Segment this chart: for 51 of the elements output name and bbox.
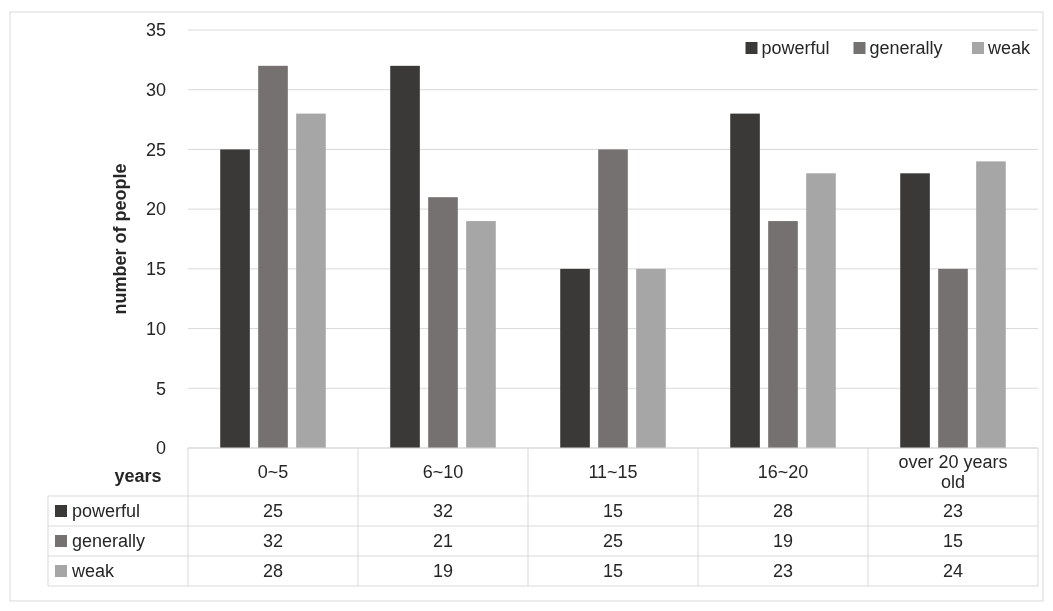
data-label: 19 xyxy=(772,531,794,552)
bar xyxy=(258,65,288,448)
data-label: 15 xyxy=(602,561,624,582)
text: generally xyxy=(72,531,146,552)
y-tick-label: 0 xyxy=(155,438,166,459)
legend-label: generally xyxy=(869,38,943,59)
bar xyxy=(466,221,496,448)
data-label: 28 xyxy=(262,561,284,582)
bar xyxy=(938,268,968,448)
bar xyxy=(428,197,458,448)
x-axis-title: years xyxy=(114,466,162,487)
bar xyxy=(560,268,590,448)
bar xyxy=(900,173,930,448)
bar xyxy=(806,173,836,448)
data-label: 28 xyxy=(772,501,794,522)
y-tick-label: 20 xyxy=(145,199,166,220)
x-tick-label: 6~10 xyxy=(422,462,464,483)
y-tick-label: 10 xyxy=(145,318,166,339)
data-label: 23 xyxy=(772,561,794,582)
bar xyxy=(636,268,666,448)
x-tick-label: 0~5 xyxy=(257,462,289,483)
data-label: 25 xyxy=(262,501,284,522)
data-label: 21 xyxy=(432,531,454,552)
bar xyxy=(730,113,760,448)
x-tick-label: 11~15 xyxy=(588,462,638,483)
bar xyxy=(296,113,326,448)
data-label: 24 xyxy=(942,561,964,582)
bar xyxy=(220,149,250,448)
legend-label: powerful xyxy=(761,38,830,59)
y-tick-label: 35 xyxy=(145,20,166,41)
y-tick-label: 30 xyxy=(145,80,166,101)
text: weak xyxy=(72,561,115,582)
data-label: 15 xyxy=(942,531,964,552)
data-label: 19 xyxy=(432,561,454,582)
y-axis-title: number of people xyxy=(110,163,130,315)
x-tick-label: over 20 years old xyxy=(898,452,1008,493)
data-label: 23 xyxy=(942,501,964,522)
data-label: 25 xyxy=(602,531,624,552)
data-label: 32 xyxy=(432,501,454,522)
text: powerful xyxy=(72,501,141,522)
bar xyxy=(598,149,628,448)
x-tick-label: 16~20 xyxy=(757,462,809,483)
bar xyxy=(768,221,798,448)
y-tick-label: 5 xyxy=(155,378,166,399)
y-tick-label: 25 xyxy=(145,139,166,160)
legend-label: weak xyxy=(987,38,1032,59)
data-label: 32 xyxy=(262,531,284,552)
y-tick-label: 15 xyxy=(145,259,166,280)
bar xyxy=(390,65,420,448)
bar xyxy=(976,161,1006,448)
data-label: 15 xyxy=(602,501,624,522)
